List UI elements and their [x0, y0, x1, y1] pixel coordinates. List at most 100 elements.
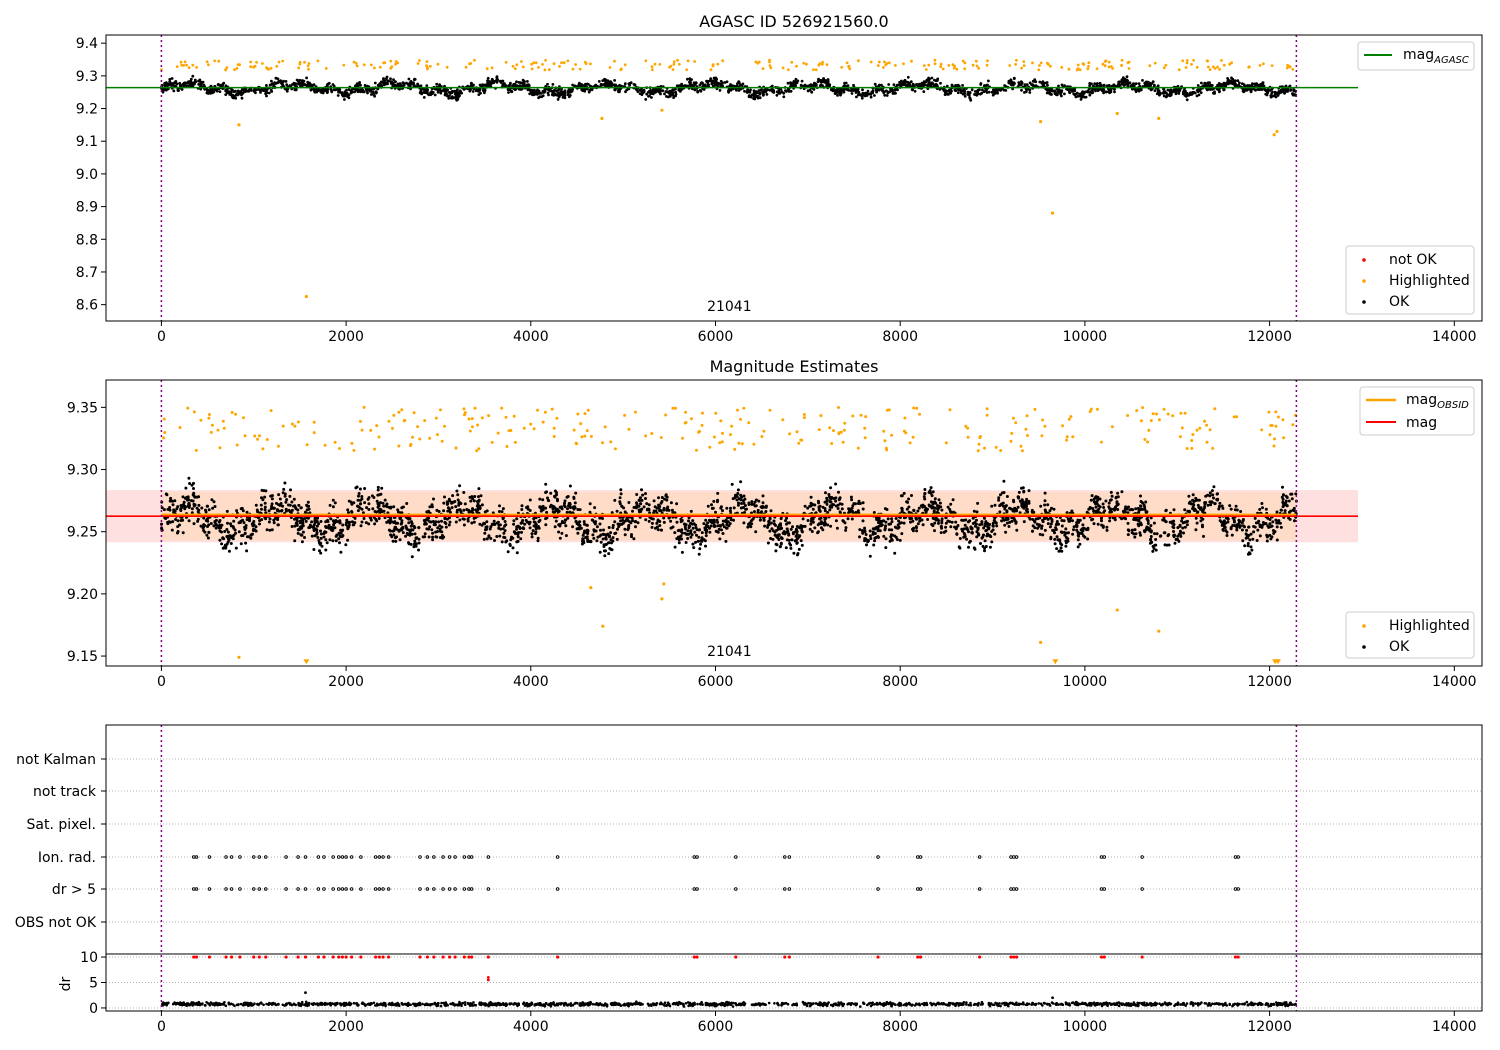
ok-point [197, 83, 201, 86]
ok-point [272, 521, 276, 525]
ok-point [207, 508, 211, 512]
ok-point [264, 517, 268, 521]
highlighted-point [298, 60, 302, 64]
ok-point [1249, 545, 1253, 549]
ok-point [501, 79, 505, 83]
ok-point [769, 509, 773, 513]
highlighted-point [952, 66, 956, 70]
ok-point [1032, 510, 1036, 514]
highlighted-point [425, 60, 429, 63]
ok-point [227, 90, 231, 94]
ok-point [1054, 528, 1058, 531]
ok-point [295, 522, 299, 526]
ok-point [762, 91, 765, 94]
ok-point [684, 541, 688, 544]
ok-point [1248, 538, 1252, 542]
highlighted-point [1076, 63, 1080, 67]
ok-point [1149, 537, 1153, 541]
highlighted-point [927, 63, 931, 67]
ok-point [519, 537, 523, 541]
ok-point [1033, 78, 1037, 82]
ok-point [355, 485, 359, 489]
ok-point [1211, 493, 1215, 497]
ok-point [1224, 84, 1227, 88]
ok-point [520, 508, 524, 511]
ok-point [821, 84, 824, 88]
ok-point [789, 89, 793, 93]
ok-point [871, 90, 875, 93]
ok-point [886, 517, 890, 521]
ok-point [840, 89, 843, 93]
ok-point [741, 82, 745, 86]
ok-point [437, 520, 441, 524]
ok-point [1071, 532, 1075, 536]
ok-point [607, 83, 610, 87]
ok-point [449, 91, 452, 95]
ok-point [619, 488, 623, 492]
ok-point [1132, 82, 1135, 85]
ok-point [727, 90, 730, 94]
highlighted-point [225, 66, 229, 69]
ok-point [276, 77, 280, 81]
ok-point [809, 522, 813, 526]
ok-point [1165, 94, 1169, 98]
ok-point [408, 529, 412, 533]
highlighted-point [1126, 61, 1130, 65]
highlighted-outlier-point [1275, 129, 1279, 134]
ok-point [544, 523, 548, 527]
ok-point [1212, 496, 1215, 500]
ok-point [391, 539, 395, 543]
ok-point [404, 534, 408, 538]
ok-point [939, 81, 942, 85]
ok-point [1003, 84, 1006, 87]
highlighted-outlier-point [237, 123, 241, 127]
highlighted-point [768, 58, 771, 62]
ok-point [417, 541, 421, 545]
ok-point [1133, 88, 1137, 91]
ok-point [576, 531, 580, 535]
ok-point [735, 88, 738, 92]
ok-point [339, 91, 343, 94]
ok-point [861, 507, 865, 511]
ok-point [963, 94, 967, 98]
highlighted-point [1107, 60, 1111, 64]
ok-point [613, 532, 617, 535]
ok-point [525, 506, 528, 509]
ok-point [963, 92, 966, 95]
ok-point [1060, 524, 1064, 528]
ok-point [765, 93, 769, 96]
ok-point [265, 528, 269, 532]
highlighted-point [1222, 63, 1226, 67]
highlighted-point [562, 61, 566, 65]
ok-point [779, 536, 783, 540]
ok-point [343, 98, 346, 101]
highlighted-point [1120, 63, 1123, 67]
ok-point [1155, 92, 1159, 96]
ok-point [1025, 497, 1029, 501]
ok-point [601, 537, 605, 541]
ok-point [540, 95, 544, 99]
ok-point [572, 495, 576, 499]
ok-point [1014, 521, 1018, 525]
ok-point [550, 89, 554, 93]
ok-point [770, 89, 774, 93]
ok-point [1145, 82, 1148, 86]
ok-point [793, 81, 797, 85]
highlighted-point [490, 66, 494, 70]
ok-point [475, 89, 479, 92]
highlighted-point [195, 66, 199, 69]
highlighted-point [693, 60, 696, 63]
ok-point [659, 92, 662, 96]
highlighted-point [297, 66, 301, 70]
ok-point [431, 538, 435, 542]
highlighted-point [756, 61, 760, 65]
ok-point [1088, 93, 1092, 97]
ok-point [1048, 509, 1052, 513]
ok-point [660, 500, 664, 503]
ok-point [358, 506, 362, 510]
ok-point [1092, 522, 1096, 526]
ok-point [954, 520, 958, 524]
highlighted-point [373, 66, 376, 70]
ok-point [891, 92, 895, 95]
ok-point [1089, 498, 1093, 502]
